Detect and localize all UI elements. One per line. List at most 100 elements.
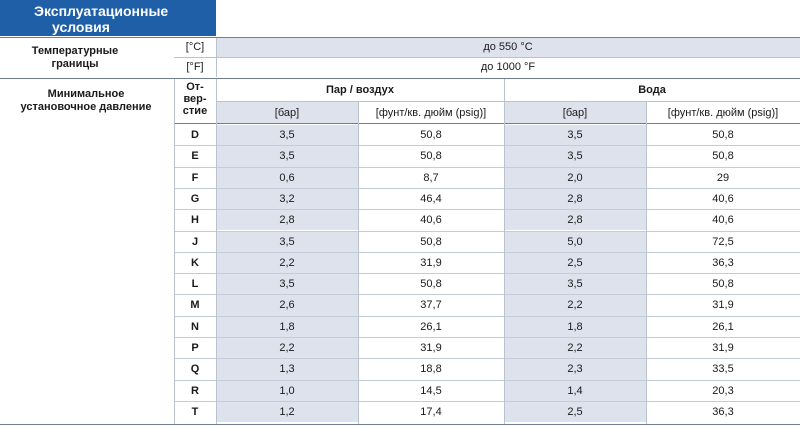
divider-orifice-right (216, 79, 217, 424)
steam-psig-value: 31,9 (420, 256, 442, 269)
steam-bar-shade (216, 295, 358, 316)
temp-label-line2: границы (51, 58, 99, 70)
row-divider (174, 166, 800, 168)
steam-bar-unit: [бар] (274, 107, 300, 119)
water-bar-shade (504, 167, 646, 188)
steam-bar-shade (216, 188, 358, 210)
water-bar-shade (504, 380, 646, 401)
water-psig-value: 72,5 (712, 235, 734, 248)
water-bar-value: 3,5 (567, 129, 583, 141)
steam-bar-value: 1,8 (279, 320, 295, 333)
water-bar-shade (504, 401, 646, 423)
water-bar-shade (504, 231, 646, 252)
steam-bar-value: 3,5 (279, 235, 295, 248)
section-title: Эксплуатационные условия (0, 0, 216, 36)
temp-unit-f: [°F] (186, 61, 204, 73)
steam-bar-value: 2,6 (279, 299, 295, 312)
temp-divider (216, 38, 217, 77)
steam-bar-shade (216, 146, 358, 167)
water-bar-shade (504, 146, 646, 167)
row-divider (174, 230, 800, 232)
steam-bar-value: 1,0 (279, 384, 295, 397)
water-bar-value: 2,8 (567, 214, 583, 227)
steam-psig-value: 14,5 (420, 384, 442, 397)
temp-label-line1: Температурные (31, 45, 119, 57)
water-bar-value: 2,2 (567, 342, 583, 354)
pressure-label: Минимальное установочное давление (0, 88, 172, 114)
row-divider (174, 358, 800, 360)
water-psig-value: 40,6 (712, 214, 734, 227)
water-bar-value: 2,5 (567, 405, 583, 418)
steam-psig-value: 26,1 (420, 320, 442, 333)
water-psig-value: 50,8 (712, 150, 734, 163)
steam-psig-value: 40,6 (420, 214, 442, 227)
rule-top (0, 37, 800, 38)
temp-label: Температурные границы (0, 45, 150, 71)
rule-unit-top (216, 101, 800, 102)
steam-bar-header-shade (216, 102, 358, 124)
temp-value-f: до 1000 °F (480, 61, 536, 73)
row-divider (174, 294, 800, 296)
orifice-letter: D (191, 129, 199, 141)
steam-bar-shade (216, 210, 358, 231)
water-psig-value: 26,1 (712, 320, 734, 333)
water-psig-value: 40,6 (712, 192, 734, 205)
row-divider (174, 145, 800, 147)
steam-bar-shade (216, 252, 358, 274)
water-bar-value: 2,2 (567, 299, 583, 312)
water-bar-shade (504, 210, 646, 231)
steam-psig-value: 46,4 (420, 192, 442, 205)
row-divider (174, 187, 800, 189)
orifice-letter: K (191, 256, 199, 269)
orifice-header-line2: вер- (183, 93, 207, 105)
orifice-letter: E (191, 150, 199, 163)
row-divider (174, 209, 800, 211)
orifice-letter: Q (190, 363, 200, 376)
steam-psig-value: 50,8 (420, 235, 442, 248)
water-bar-value: 3,5 (567, 278, 583, 291)
water-bar-shade (504, 295, 646, 316)
temp-value-c: до 550 °C (483, 41, 533, 53)
steam-psig-value: 18,8 (420, 363, 442, 376)
steam-bar-value: 2,2 (279, 342, 295, 354)
water-psig-value: 31,9 (712, 342, 734, 354)
steam-bar-value: 3,5 (279, 150, 295, 163)
steam-bar-value: 3,2 (279, 192, 295, 205)
row-divider (174, 273, 800, 275)
steam-psig-value: 31,9 (420, 342, 442, 354)
orifice-header-line3: стие (182, 105, 208, 117)
orifice-letter: N (191, 320, 199, 333)
water-bar-value: 2,5 (567, 256, 583, 269)
steam-bar-shade (216, 380, 358, 401)
divider-steam-mid (358, 102, 359, 424)
water-bar-value: 1,4 (567, 384, 583, 397)
steam-bar-shade (216, 316, 358, 337)
water-bar-value: 2,0 (567, 171, 583, 184)
water-bar-unit: [бар] (562, 107, 588, 119)
orifice-letter: G (190, 192, 200, 205)
orifice-letter: T (191, 405, 199, 418)
row-divider (174, 379, 800, 381)
water-bar-header-shade (504, 102, 646, 124)
rule-bottom (0, 424, 800, 425)
divider-water-mid (646, 102, 647, 424)
water-psig-value: 31,9 (712, 299, 734, 312)
water-bar-value: 5,0 (567, 235, 583, 248)
orifice-letter: P (191, 342, 199, 354)
steam-bar-shade (216, 338, 358, 359)
steam-psig-unit: [фунт/кв. дюйм (psig)] (375, 107, 487, 119)
water-bar-value: 2,3 (567, 363, 583, 376)
steam-bar-value: 3,5 (279, 129, 295, 141)
steam-bar-shade (216, 274, 358, 295)
orifice-letter: H (191, 214, 199, 227)
steam-psig-value: 8,7 (423, 171, 439, 184)
row-divider (174, 400, 800, 402)
steam-psig-value: 50,8 (420, 150, 442, 163)
water-psig-value: 36,3 (712, 256, 734, 269)
orifice-letter: R (191, 384, 199, 397)
rule-temp-mid (174, 57, 800, 58)
water-bar-shade (504, 125, 646, 146)
pressure-label-line1: Минимальное (47, 88, 125, 100)
water-bar-shade (504, 359, 646, 380)
steam-bar-value: 1,3 (279, 363, 295, 376)
